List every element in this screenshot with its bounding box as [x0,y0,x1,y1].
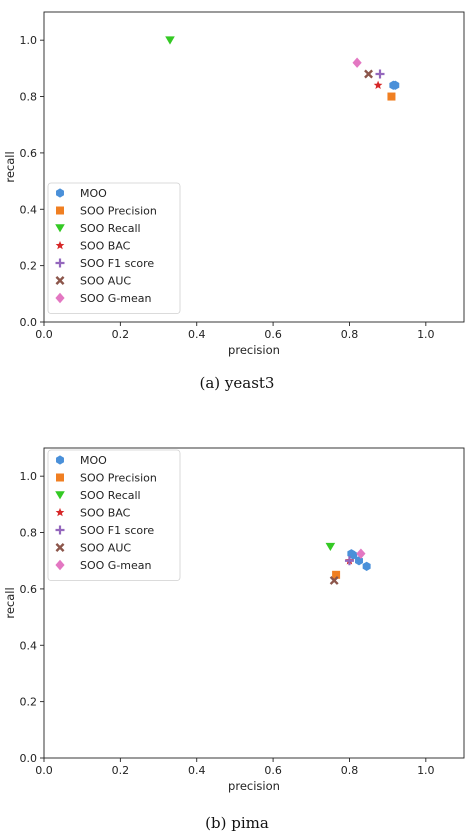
legend: MOO SOO Precision SOO Recall SOO BAC SOO F1 … [47,449,181,581]
legend-frame [47,182,181,314]
legend-marker-soo-precision [56,473,64,482]
legend-label-soo-bac: SOO BAC [80,507,131,520]
legend-marker-moo [56,455,64,465]
y-tick-label: 0.0 [20,316,38,329]
legend-marker-soo-g-mean [55,559,65,571]
y-tick-label: 0.2 [20,696,38,709]
caption-yeast3: (a) yeast3 [200,374,275,392]
legend-label-soo-auc: SOO AUC [80,542,131,555]
x-tick-label: 1.0 [417,328,435,341]
legend-label-moo: MOO [80,454,107,467]
legend-label-soo-g-mean: SOO G-mean [80,559,152,572]
point-soo-recall [325,542,336,552]
y-tick-label: 0.6 [20,147,38,160]
chart-yeast3: 0.0 0.2 0.4 0.6 0.8 1.0 0.0 0.2 0.4 0.6 0.8 1.0 prec… [3,11,465,357]
legend-label-soo-f1-score: SOO F1 score [80,257,154,270]
legend-marker-soo-bac [55,507,65,517]
x-tick-label: 0.6 [264,764,282,777]
legend-marker-soo-auc [55,276,65,285]
x-tick-label: 0.8 [341,764,359,777]
legend-marker-soo-recall [55,224,65,233]
y-tick-label: 0.4 [20,203,38,216]
x-tick-label: 0.0 [35,764,53,777]
legend-marker-soo-auc [55,543,65,552]
legend-marker-soo-bac [55,240,65,250]
point-moo [362,561,371,571]
legend-label-soo-auc: SOO AUC [80,275,131,288]
point-soo-auc [329,576,339,585]
legend-marker-soo-recall [55,491,65,500]
y-tick-label: 0.4 [20,639,38,652]
legend-label-soo-recall: SOO Recall [80,222,141,235]
y-tick-label: 0.6 [20,583,38,596]
point-soo-bac [373,80,383,89]
point-soo-f1-score [344,556,354,566]
legend-marker-soo-precision [56,206,64,215]
legend-frame [47,449,181,581]
point-soo-g-mean [352,57,362,68]
legend-label-soo-bac: SOO BAC [80,240,131,253]
x-tick-label: 0.4 [188,328,206,341]
legend-label-soo-f1-score: SOO F1 score [80,524,154,537]
legend-label-soo-recall: SOO Recall [80,489,141,502]
y-tick-label: 1.0 [20,34,38,47]
x-tick-label: 0.4 [188,764,206,777]
x-axis-label: precision [228,779,280,793]
legend: MOO SOO Precision SOO Recall SOO BAC SOO F1 … [47,182,181,314]
legend-marker-moo [56,188,64,198]
x-tick-label: 0.0 [35,328,53,341]
point-soo-f1-score [375,69,385,79]
legend-label-soo-precision: SOO Precision [80,205,157,218]
legend-label-moo: MOO [80,187,107,200]
x-tick-label: 0.2 [112,328,130,341]
x-tick-label: 1.0 [417,764,435,777]
legend-marker-soo-g-mean [55,292,65,304]
x-tick-label: 0.6 [264,328,282,341]
y-tick-label: 0.8 [20,91,38,104]
x-tick-label: 0.8 [341,328,359,341]
legend-label-soo-precision: SOO Precision [80,472,157,485]
caption-pima: (b) pima [205,814,269,832]
legend-label-soo-g-mean: SOO G-mean [80,292,152,305]
x-axis-label: precision [228,343,280,357]
chart-pima: 0.0 0.2 0.4 0.6 0.8 1.0 0.0 0.2 0.4 0.6 0.8 1.0 prec… [3,447,465,793]
x-tick-label: 0.2 [112,764,130,777]
point-soo-precision [332,570,341,579]
point-moo [391,80,400,90]
point-soo-auc [364,69,373,79]
y-axis-label: recall [3,587,17,618]
y-axis-label: recall [3,151,17,182]
legend-marker-soo-f1-score [55,258,65,268]
y-tick-label: 0.0 [20,752,38,765]
point-soo-g-mean [356,548,366,559]
y-tick-label: 1.0 [20,470,38,483]
point-soo-precision [387,92,396,101]
point-moo [349,550,358,560]
point-soo-recall [165,36,175,45]
y-tick-label: 0.2 [20,260,38,273]
y-tick-label: 0.8 [20,527,38,540]
legend-marker-soo-f1-score [55,525,65,535]
